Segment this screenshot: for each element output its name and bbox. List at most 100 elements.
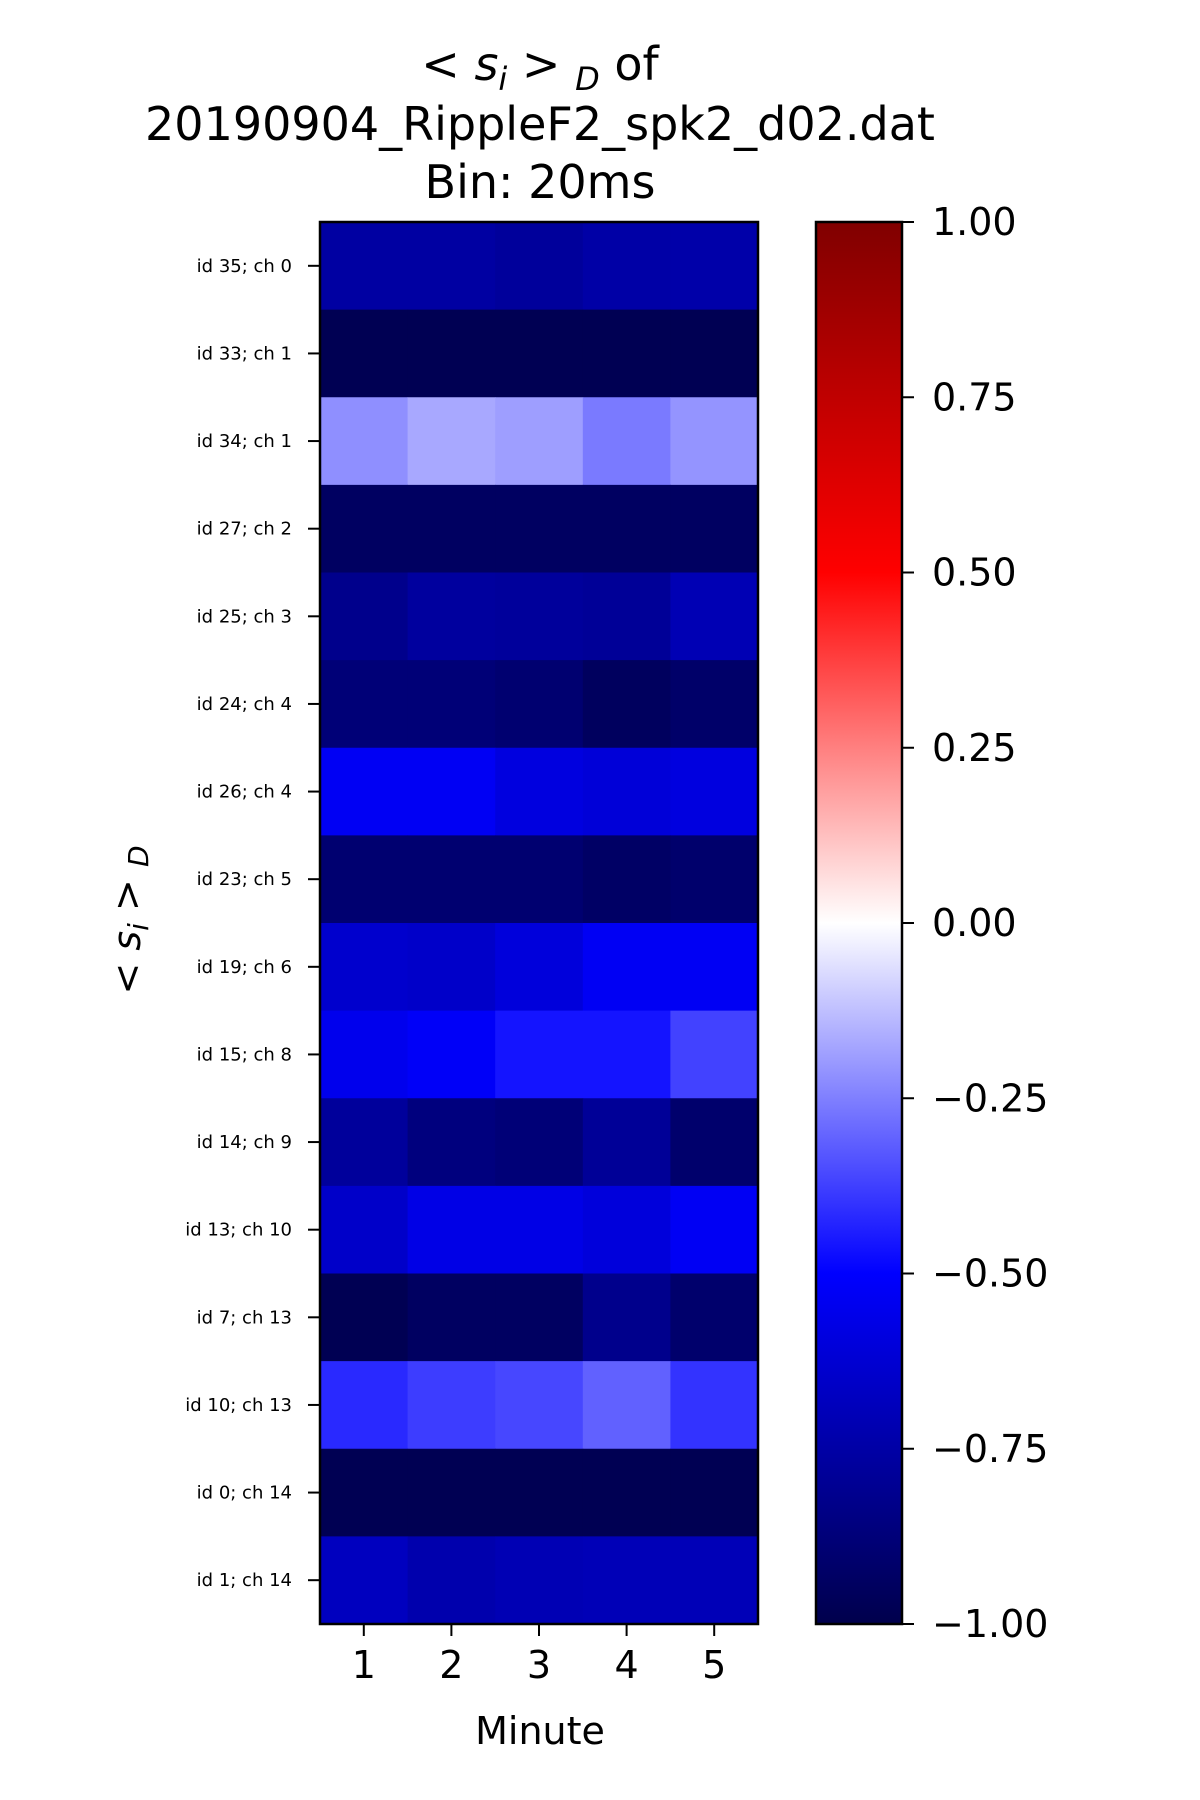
heatmap-cell	[670, 1010, 759, 1099]
title-line-2: 20190904_RippleF2_spk2_d02.dat	[145, 97, 935, 151]
heatmap-cell	[320, 222, 409, 311]
y-tick-label: id 13; ch 10	[185, 1220, 292, 1241]
heatmap-cell	[495, 222, 584, 311]
heatmap-cell	[320, 747, 409, 836]
heatmap-cell	[407, 1448, 496, 1537]
heatmap-cell	[320, 572, 409, 661]
x-axis-label: Minute	[475, 1709, 605, 1753]
title-line-1: < si > D of	[421, 37, 660, 98]
heatmap-cell	[582, 572, 671, 661]
y-tick-label: id 1; ch 14	[197, 1570, 292, 1591]
heatmap-cell	[407, 835, 496, 924]
heatmap-cell	[407, 660, 496, 749]
y-tick-label: id 35; ch 0	[197, 256, 292, 277]
colorbar-tick-label: 0.75	[932, 375, 1017, 419]
heatmap-cell	[582, 660, 671, 749]
heatmap-cell	[495, 1448, 584, 1537]
heatmap-cell	[670, 1273, 759, 1362]
heatmap-cell	[670, 1185, 759, 1274]
heatmap-cell	[320, 484, 409, 573]
heatmap-cell	[495, 1185, 584, 1274]
colorbar-tick-label: −0.25	[932, 1076, 1048, 1120]
heatmap-cell	[407, 1273, 496, 1362]
heatmap-cell	[670, 1536, 759, 1625]
heatmap-cell	[320, 397, 409, 486]
y-axis-label: < si > D	[105, 845, 155, 994]
x-tick-label: 5	[702, 1643, 726, 1687]
colorbar-tick-label: 0.00	[932, 901, 1017, 945]
heatmap-cell	[670, 1448, 759, 1537]
colorbar-tick-label: −1.00	[932, 1602, 1048, 1646]
y-tick-label: id 0; ch 14	[197, 1483, 292, 1504]
heatmap-cell	[670, 747, 759, 836]
heatmap-cell	[407, 1536, 496, 1625]
heatmap-cell	[320, 835, 409, 924]
heatmap-cell	[670, 572, 759, 661]
y-tick-label: id 7; ch 13	[197, 1307, 292, 1328]
colorbar-tick-label: 0.50	[932, 551, 1017, 595]
heatmap-cell	[582, 222, 671, 311]
y-tick-label: id 25; ch 3	[197, 606, 292, 627]
heatmap-cell	[670, 484, 759, 573]
heatmap-cell	[495, 1536, 584, 1625]
y-tick-label: id 19; ch 6	[197, 957, 292, 978]
heatmap-cell	[582, 484, 671, 573]
heatmap-cell	[670, 1361, 759, 1450]
x-tick-label: 1	[352, 1643, 376, 1687]
heatmap-cell	[320, 1098, 409, 1187]
colorbar-tick-label: −0.75	[932, 1427, 1048, 1471]
y-tick-label: id 10; ch 13	[185, 1395, 292, 1416]
heatmap-cell	[407, 1185, 496, 1274]
y-tick-label: id 27; ch 2	[197, 519, 292, 540]
y-tick-label: id 15; ch 8	[197, 1044, 292, 1065]
heatmap-cell	[495, 309, 584, 398]
heatmap-cell	[407, 484, 496, 573]
heatmap-cell	[582, 1010, 671, 1099]
x-axis-ticks: 1 2 3 4 5	[352, 1624, 726, 1687]
heatmap-cell	[495, 660, 584, 749]
heatmap-cell	[407, 923, 496, 1012]
heatmap-cell	[582, 397, 671, 486]
y-axis-ticks: id 35; ch 0 id 33; ch 1 id 34; ch 1 id 27; …	[185, 256, 320, 1591]
y-tick-label: id 33; ch 1	[197, 343, 292, 364]
heatmap-cell	[495, 397, 584, 486]
heatmap-cell	[495, 835, 584, 924]
heatmap-cell	[320, 309, 409, 398]
heatmap-cell	[407, 572, 496, 661]
heatmap-cell	[582, 1536, 671, 1625]
heatmap-cell	[320, 1536, 409, 1625]
colorbar-tick-label: 1.00	[932, 200, 1017, 244]
heatmap-cell	[495, 1273, 584, 1362]
y-tick-label: id 23; ch 5	[197, 869, 292, 890]
colorbar	[814, 220, 904, 1626]
heatmap-cell	[670, 835, 759, 924]
title-line-3: Bin: 20ms	[425, 155, 656, 209]
heatmap-cell	[582, 747, 671, 836]
heatmap-cell	[582, 835, 671, 924]
y-tick-label: id 26; ch 4	[197, 782, 292, 803]
heatmap-cell	[582, 309, 671, 398]
heatmap-cell	[407, 222, 496, 311]
y-tick-label: id 24; ch 4	[197, 694, 292, 715]
heatmap-cell	[495, 923, 584, 1012]
heatmap-cell	[407, 747, 496, 836]
heatmap-cell	[320, 660, 409, 749]
heatmap-cell	[320, 1185, 409, 1274]
heatmap-cell	[582, 1361, 671, 1450]
colorbar-tick-label: 0.25	[932, 726, 1017, 770]
heatmap-cell	[320, 923, 409, 1012]
heatmap-cell	[495, 572, 584, 661]
heatmap-cell	[670, 397, 759, 486]
x-tick-label: 3	[527, 1643, 551, 1687]
heatmap-cell	[582, 1098, 671, 1187]
heatmap-cell	[495, 1010, 584, 1099]
heatmap-cells	[320, 222, 759, 1625]
heatmap-cell	[320, 1010, 409, 1099]
colorbar-tick-label: −0.50	[932, 1252, 1048, 1296]
heatmap-cell	[670, 660, 759, 749]
heatmap-cell	[495, 1098, 584, 1187]
x-tick-label: 4	[615, 1643, 639, 1687]
heatmap-cell	[670, 309, 759, 398]
heatmap-cell	[320, 1273, 409, 1362]
